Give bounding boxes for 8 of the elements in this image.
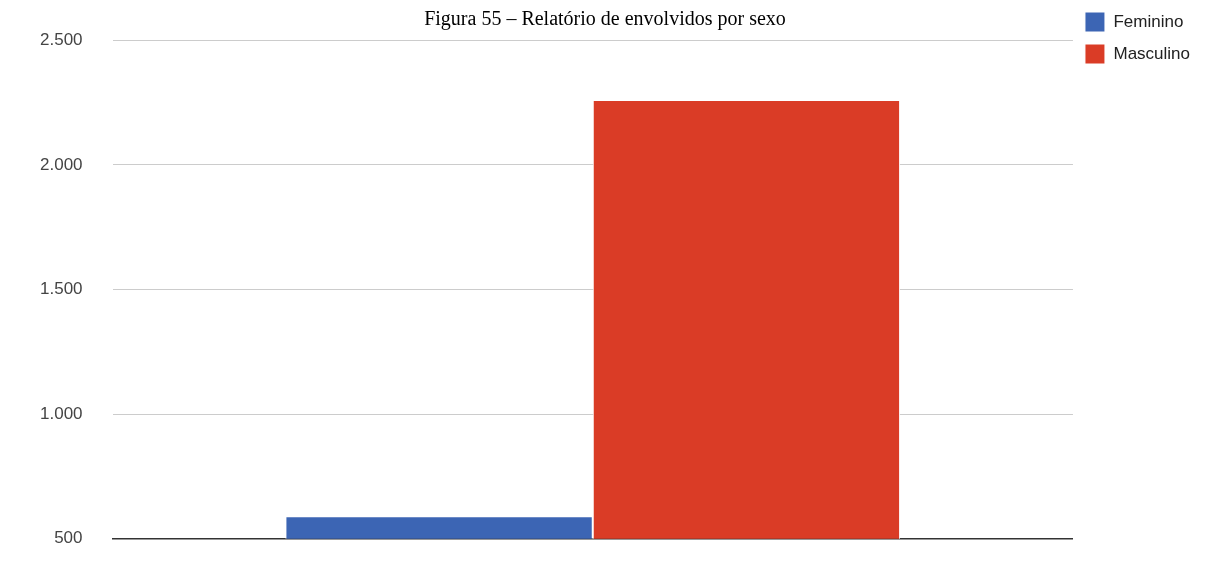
y-tick-label: 500: [54, 528, 83, 548]
y-tick-label: 1.500: [39, 279, 83, 299]
legend-label: Masculino: [1113, 43, 1191, 63]
legend-label: Feminino: [1113, 11, 1184, 31]
y-tick-label: 2.500: [39, 29, 83, 49]
y-tick-label: 2.000: [39, 154, 83, 174]
chart-title: Figura 55 – Relatório de envolvidos por sexo: [424, 7, 786, 31]
y-tick-label: 1.000: [39, 403, 83, 423]
